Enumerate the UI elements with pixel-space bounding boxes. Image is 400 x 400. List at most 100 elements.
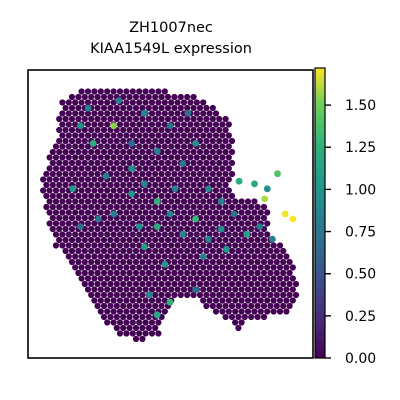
spot — [190, 269, 197, 277]
spot — [216, 192, 223, 200]
spot — [145, 137, 152, 145]
spot — [72, 99, 79, 106]
spot — [164, 192, 172, 200]
spot — [187, 198, 194, 205]
spot — [155, 99, 162, 106]
spot — [148, 187, 156, 194]
spot — [193, 176, 200, 183]
spot — [222, 258, 229, 266]
spot — [251, 297, 258, 304]
spot — [139, 280, 146, 288]
spot — [267, 291, 274, 299]
spot — [68, 159, 76, 167]
spot — [142, 297, 149, 304]
expression-spot — [141, 243, 148, 251]
spot — [177, 115, 184, 123]
spot — [84, 132, 92, 139]
spot — [158, 247, 165, 255]
spot — [84, 176, 92, 183]
spot — [161, 132, 168, 139]
spot — [129, 286, 136, 293]
spot — [155, 319, 162, 326]
spot — [126, 236, 133, 244]
spot-layer — [40, 88, 300, 343]
spot — [196, 269, 204, 277]
spot — [248, 280, 255, 288]
spot — [187, 176, 194, 183]
spot — [200, 110, 207, 117]
spot — [84, 143, 92, 150]
spot — [152, 170, 159, 178]
spot — [116, 165, 124, 172]
spot — [177, 280, 184, 288]
spot — [139, 203, 146, 211]
spot — [116, 330, 124, 337]
spot — [136, 99, 143, 106]
spot — [110, 264, 117, 271]
spot — [88, 247, 95, 255]
spot — [280, 247, 287, 255]
spot — [174, 176, 181, 183]
spot — [91, 99, 98, 106]
spot — [120, 258, 127, 266]
spot — [184, 269, 191, 277]
spot — [216, 258, 223, 266]
spot — [171, 214, 178, 222]
spot — [187, 187, 194, 194]
spot — [94, 258, 101, 266]
spot — [46, 209, 53, 216]
spot — [97, 242, 104, 249]
spot — [129, 176, 136, 183]
expression-spot — [94, 215, 102, 223]
expression-spot — [84, 104, 92, 112]
spot — [104, 297, 111, 304]
spot — [152, 192, 159, 200]
spot — [193, 132, 200, 139]
spot — [228, 313, 236, 321]
spot — [171, 203, 178, 211]
spot — [43, 181, 50, 189]
spot — [148, 209, 156, 216]
spot — [200, 176, 207, 183]
spot — [184, 258, 191, 266]
spot — [94, 225, 101, 233]
spot — [180, 187, 188, 194]
spot — [216, 115, 223, 123]
spot — [104, 275, 111, 282]
spot — [235, 302, 242, 310]
spot — [110, 275, 117, 282]
spot — [113, 269, 120, 277]
spot — [65, 176, 72, 183]
spot — [100, 203, 108, 211]
expression-spot — [230, 210, 238, 218]
spot — [168, 231, 175, 238]
spot — [136, 319, 143, 326]
spot — [228, 291, 236, 299]
spot — [97, 154, 104, 161]
spot — [161, 220, 168, 227]
spot — [225, 187, 232, 194]
spot — [168, 275, 175, 282]
spot — [49, 214, 56, 222]
spot — [238, 220, 245, 227]
spot — [97, 231, 104, 238]
spot — [232, 319, 239, 326]
spot — [232, 275, 239, 282]
spot — [184, 236, 191, 244]
spot — [78, 99, 85, 106]
spot — [110, 220, 117, 227]
spot — [94, 247, 101, 255]
expression-spot — [166, 298, 174, 306]
spot — [193, 99, 200, 106]
spot — [126, 280, 133, 288]
spot — [177, 126, 184, 134]
spot — [104, 121, 111, 128]
spot — [206, 176, 213, 183]
expression-spot — [128, 190, 136, 198]
spot — [56, 126, 63, 134]
spot — [68, 115, 76, 123]
spot — [219, 176, 226, 183]
spot — [187, 242, 194, 249]
spot — [142, 264, 149, 271]
spot — [148, 99, 156, 106]
